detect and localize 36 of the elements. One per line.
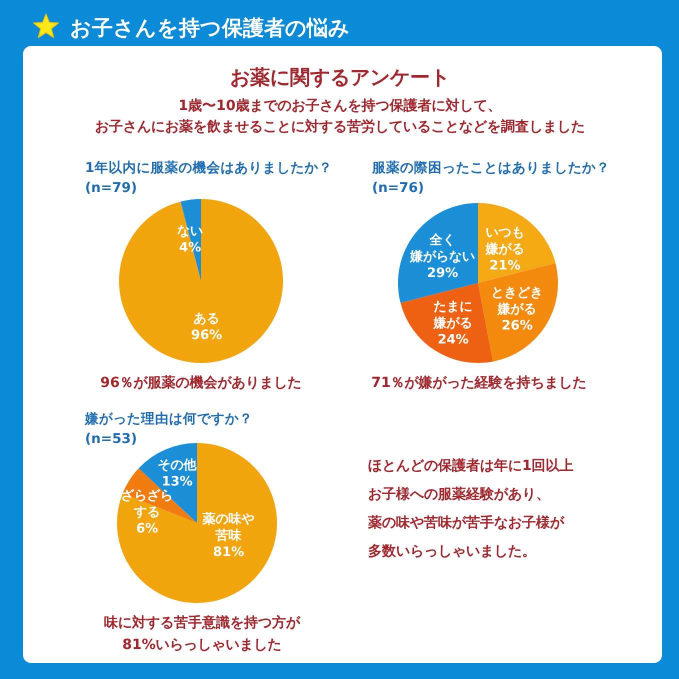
data-label: 96%: [191, 328, 222, 343]
data-label: 81%: [213, 544, 244, 560]
text: お薬に関するアンケート: [230, 65, 450, 89]
chart-title: 服薬の際困ったことはありましたか？: [371, 160, 610, 176]
text: 71％が嫌がった経験を持ちました: [371, 375, 587, 391]
chart-title: 嫌がった理由は何ですか？: [84, 411, 253, 427]
chart-subtitle: (n=76): [372, 180, 424, 196]
data-label: 6%: [136, 522, 158, 537]
data-label: 26%: [502, 318, 533, 334]
slice-label: いつも嫌がる: [484, 226, 524, 258]
text: 味に対する苦手意識を持つ方が: [104, 614, 301, 631]
slice-label: その他: [158, 458, 198, 474]
text: 96％が服薬の機会がありました: [100, 375, 302, 391]
text: 多数いらっしゃいました。: [368, 544, 536, 560]
data-label: 24%: [438, 332, 469, 348]
chart-subtitle: (n=53): [85, 431, 138, 447]
slice-label: たまに嫌がる: [432, 300, 473, 332]
data-label: 29%: [427, 266, 458, 282]
text: お子さんを持つ保護者の悩み: [70, 16, 350, 40]
text: 81%いらっしゃいました: [122, 637, 282, 653]
pie-slice: [119, 199, 283, 363]
text: ほとんどの保護者は年に1回以上: [368, 457, 574, 474]
chart-title: 1年以内に服薬の機会はありましたか？: [85, 160, 332, 176]
slice-label: ときどき嫌がる: [491, 285, 544, 317]
slice-label: ある: [194, 311, 220, 326]
pie-slice: [117, 443, 277, 603]
chart-subtitle: (n=79): [85, 180, 138, 196]
slice-label: 薬の味や苦味: [202, 510, 255, 544]
data-label: 13%: [162, 474, 193, 490]
text: 薬の味や苦味が苦手なお子様が: [367, 514, 565, 531]
slice-label: ざらざらする: [121, 488, 174, 520]
slice-label: 全く嫌がらない: [409, 233, 476, 265]
data-label: 21%: [489, 258, 521, 274]
text: お子様への服薬経験があり、: [368, 486, 550, 502]
text: お子さんにお薬を飲ませることに対する苦労していることなどを調査しました: [95, 118, 585, 135]
text: 1歳〜10歳までのお子さんを持つ保護者に対して、: [178, 97, 502, 114]
